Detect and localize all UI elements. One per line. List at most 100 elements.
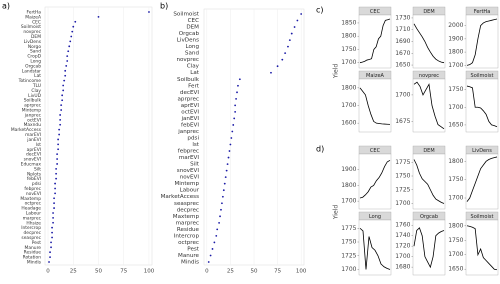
dot xyxy=(231,130,234,133)
line xyxy=(359,18,391,64)
dot xyxy=(52,212,54,214)
dot xyxy=(236,91,238,94)
y-tick-label: Maxtemp xyxy=(20,196,41,202)
y-tick-label: Long xyxy=(30,59,41,65)
y-tick-label: LivUD xyxy=(28,93,41,99)
dot xyxy=(288,39,291,42)
strip-title: CEC xyxy=(370,148,381,154)
line xyxy=(413,81,445,130)
panel-label: a) xyxy=(2,2,10,11)
y-tick-label: novEVI xyxy=(180,175,200,181)
dot xyxy=(51,236,53,239)
y-tick-label: Pest xyxy=(32,240,41,246)
y-tick-label: 1675 xyxy=(395,118,410,125)
dot xyxy=(227,156,230,159)
dot xyxy=(284,52,287,55)
y-tick-label: marEVI xyxy=(25,132,41,138)
dot xyxy=(68,45,71,48)
y-tick-label: novEVI xyxy=(26,191,41,197)
dot xyxy=(61,99,64,102)
y-tick-label: 1730 xyxy=(395,14,410,21)
y-tick-label: febprec xyxy=(178,149,199,155)
y-tick-label: marprec xyxy=(176,220,199,226)
y-tick-label: DEM xyxy=(31,34,41,40)
x-tick-label: 0 xyxy=(46,269,50,275)
y-tick-label: 1710 xyxy=(395,26,410,33)
y-tick-label: 1690 xyxy=(395,38,410,45)
dot xyxy=(281,58,284,61)
y-tick-label: 1725 xyxy=(341,252,356,259)
dot xyxy=(148,11,150,13)
dot xyxy=(235,97,237,100)
line xyxy=(359,227,391,270)
dot xyxy=(48,261,50,263)
y-tick-label: Fert xyxy=(188,83,200,89)
y-tick-label: 1700 xyxy=(448,104,463,111)
y-tick-label: decEVI xyxy=(26,152,41,158)
y-tick-label: CropD xyxy=(27,54,41,60)
dot xyxy=(56,153,59,156)
y-tick-label: MarketAccess xyxy=(161,194,199,200)
y-tick-label: 1750 xyxy=(448,176,463,183)
line xyxy=(413,227,445,269)
y-tick-label: DEM xyxy=(186,25,199,31)
y-tick-label: Manure xyxy=(25,245,42,251)
dot xyxy=(57,148,60,151)
line xyxy=(466,225,498,271)
y-tick-label: Clay xyxy=(187,64,200,70)
dot xyxy=(50,241,52,244)
dot xyxy=(60,109,63,111)
x-tick-label: 100 xyxy=(144,269,155,275)
dot xyxy=(218,221,220,224)
y-tick-label: 1900 xyxy=(341,166,356,173)
y-tick-label: 1800 xyxy=(448,158,463,165)
plot-frame xyxy=(358,78,392,133)
y-tick-label: 2000 xyxy=(448,22,463,29)
y-tick-label: Long xyxy=(185,44,199,50)
dot xyxy=(237,84,239,87)
y-tick-label: 1800 xyxy=(341,33,356,40)
y-tick-label: Landstar xyxy=(22,68,41,74)
y-tick-label: lst xyxy=(192,142,199,148)
y-tick-label: aprEVI xyxy=(181,103,200,109)
dot xyxy=(287,45,289,48)
dot xyxy=(211,248,214,250)
y-tick-label: 1760 xyxy=(395,222,410,229)
panel-label: c) xyxy=(316,6,324,15)
dot xyxy=(72,25,75,28)
y-tick-label: FertHa xyxy=(26,10,41,16)
y-tick-label: Soilmoist xyxy=(173,12,199,18)
y-tick-label: 1670 xyxy=(395,50,410,57)
x-tick-label: 75 xyxy=(120,269,127,275)
plot-frame xyxy=(412,78,446,133)
dot xyxy=(51,231,53,234)
y-tick-label: Headage xyxy=(21,206,41,212)
strip-title: novprec xyxy=(419,73,439,79)
y-tick-label: Orgcab xyxy=(25,63,41,69)
y-tick-label: aprprec xyxy=(24,103,41,109)
y-tick-label: Clay xyxy=(31,88,41,94)
dot xyxy=(216,228,219,231)
y-tick-label: 1740 xyxy=(395,232,410,239)
dot xyxy=(276,65,279,68)
dot xyxy=(222,189,225,192)
dot xyxy=(207,261,210,263)
y-tick-label: Intercrop xyxy=(174,233,200,239)
strip-title: Soilmoist xyxy=(471,73,494,79)
y-tick-label: 1800 xyxy=(448,49,463,56)
strip-title: Long xyxy=(369,214,381,220)
y-tick-label: 1775 xyxy=(395,159,410,166)
dot xyxy=(97,16,100,18)
y-axis-label: Yield xyxy=(333,64,340,79)
dot xyxy=(52,221,54,224)
dot xyxy=(58,133,61,136)
dot xyxy=(290,32,293,35)
y-tick-label: 1680 xyxy=(395,264,410,271)
x-tick-label: 50 xyxy=(251,269,258,275)
y-tick-label: MarketAccess xyxy=(11,127,42,133)
y-tick-label: CEC xyxy=(32,19,41,25)
y-tick-label: Sand xyxy=(185,51,200,57)
strip-title: MaizeA xyxy=(366,73,384,79)
dot xyxy=(296,19,299,22)
y-tick-label: febEVI xyxy=(181,122,199,128)
